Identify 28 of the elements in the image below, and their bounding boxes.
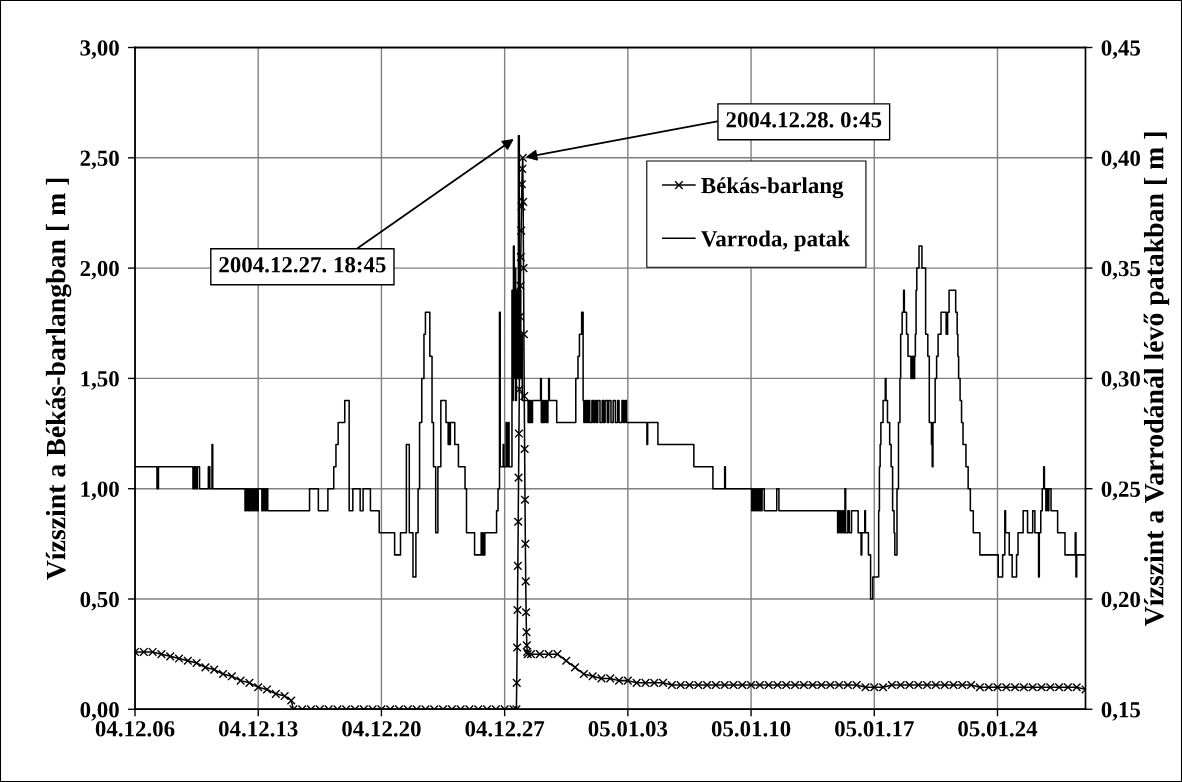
y-tick-label: 0,00	[80, 702, 119, 721]
x-tick-label: 05.01.24	[958, 721, 1038, 737]
x-tick-label: 05.01.10	[711, 721, 791, 737]
y2-tick-label: 0,20	[1101, 591, 1141, 611]
y-tick-label: 3,00	[80, 40, 119, 59]
x-tick-label: 05.01.17	[835, 721, 914, 737]
x-tick-label: 05.01.03	[588, 721, 668, 737]
x-tick-label: 04.12.27	[465, 721, 545, 737]
y-tick-label: 0,50	[80, 591, 119, 611]
y2-tick-label: 0,40	[1101, 150, 1141, 170]
y-tick-label: 2,00	[80, 260, 119, 280]
annotation: 2004.12.28. 0:45	[726, 112, 882, 128]
y2-tick-label: 0,30	[1101, 371, 1141, 390]
y-tick-label: 1,00	[81, 481, 119, 501]
x-tick-label: 04.12.13	[218, 721, 298, 737]
y-tick-label: 2,50	[80, 150, 119, 170]
x-tick-label: 04.12.20	[342, 721, 421, 737]
y2-tick-label: 0,15	[1101, 702, 1141, 721]
y-tick-label: 1,50	[81, 371, 119, 390]
legend-label: Varroda, patak	[701, 230, 850, 252]
y2-axis-title: Vízszint a Varrodánál lévő patakban [ m ]	[1143, 132, 1170, 626]
y-axis-title: Vízszint a Békás-barlangban [ m ]	[45, 178, 72, 580]
annotation: 2004.12.27. 18:45	[219, 257, 386, 273]
y2-tick-label: 0,25	[1101, 481, 1141, 501]
y2-tick-label: 0,35	[1101, 260, 1141, 280]
y2-tick-label: 0,45	[1101, 40, 1141, 59]
legend-label: Békás-barlang	[701, 177, 844, 199]
x-tick-label: 04.12.06	[95, 721, 175, 737]
